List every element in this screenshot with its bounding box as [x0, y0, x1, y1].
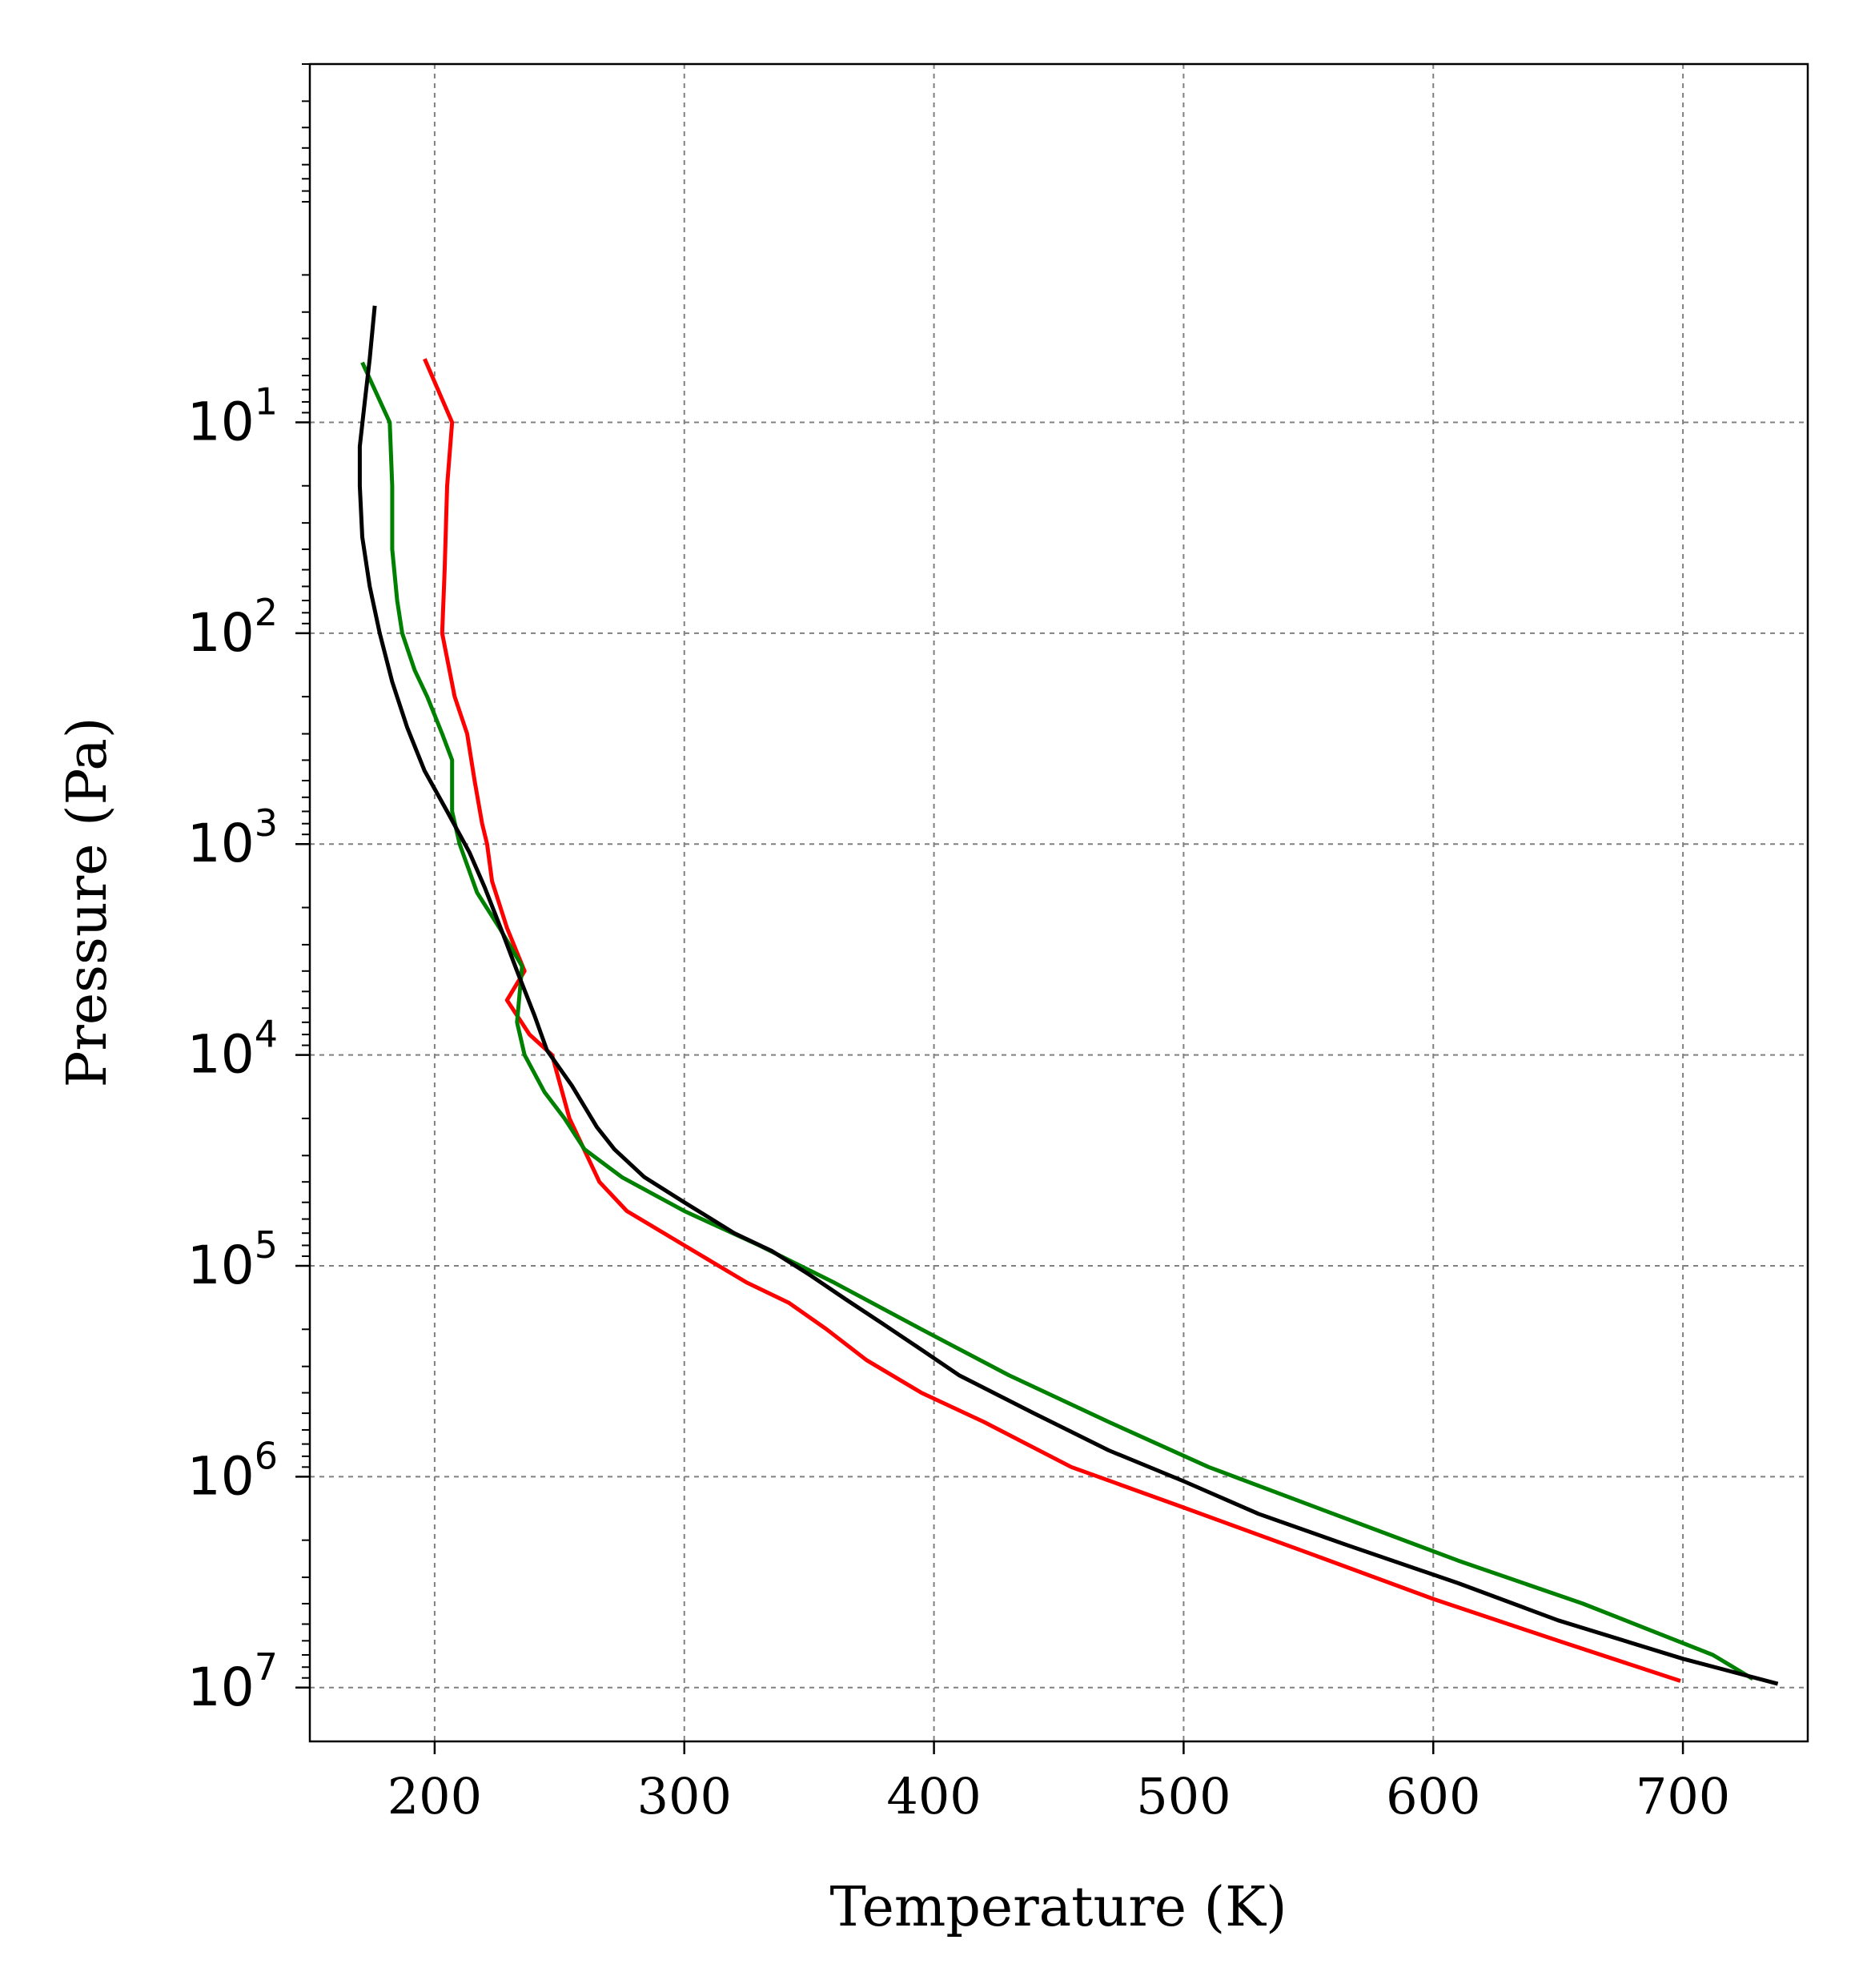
y-tick-label: 105 — [187, 1223, 278, 1296]
x-tick-label: 500 — [1136, 1767, 1231, 1825]
y-tick-base: 10 — [187, 1024, 255, 1086]
y-tick-label: 101 — [187, 380, 278, 452]
y-tick-exponent: 1 — [255, 380, 278, 423]
y-tick-label: 107 — [187, 1645, 278, 1718]
x-tick-label: 700 — [1636, 1767, 1730, 1825]
y-axis-label: Pressure (Pa) — [56, 717, 119, 1088]
x-axis-ticks: 200 300 400 500 600 700 — [387, 1741, 1730, 1825]
plot-frame — [308, 62, 1809, 1743]
x-tick-label: 600 — [1386, 1767, 1480, 1825]
series-line — [423, 358, 1681, 1683]
x-axis-label: Temperature (K) — [830, 1876, 1287, 1939]
y-tick-label: 103 — [187, 801, 278, 874]
y-tick-exponent: 6 — [255, 1434, 278, 1477]
grid — [310, 64, 1808, 1741]
y-tick-base: 10 — [187, 1657, 255, 1718]
y-tick-base: 10 — [187, 602, 255, 664]
y-tick-label: 106 — [187, 1434, 278, 1507]
y-tick-base: 10 — [187, 813, 255, 874]
y-tick-base: 10 — [187, 1235, 255, 1296]
x-tick-label: 400 — [886, 1767, 981, 1825]
series-line — [360, 361, 1754, 1681]
x-tick-label: 200 — [387, 1767, 482, 1825]
y-tick-exponent: 3 — [255, 801, 278, 845]
x-tick-label: 300 — [637, 1767, 732, 1825]
y-tick-base: 10 — [187, 391, 255, 452]
y-tick-exponent: 7 — [255, 1645, 278, 1689]
y-tick-label: 102 — [187, 591, 278, 664]
y-tick-base: 10 — [187, 1445, 255, 1507]
y-tick-label: 104 — [187, 1013, 278, 1086]
series-line — [357, 305, 1779, 1686]
data-series — [357, 305, 1779, 1686]
y-tick-exponent: 2 — [255, 591, 278, 634]
y-tick-exponent: 4 — [255, 1013, 278, 1056]
y-tick-exponent: 5 — [255, 1223, 278, 1267]
